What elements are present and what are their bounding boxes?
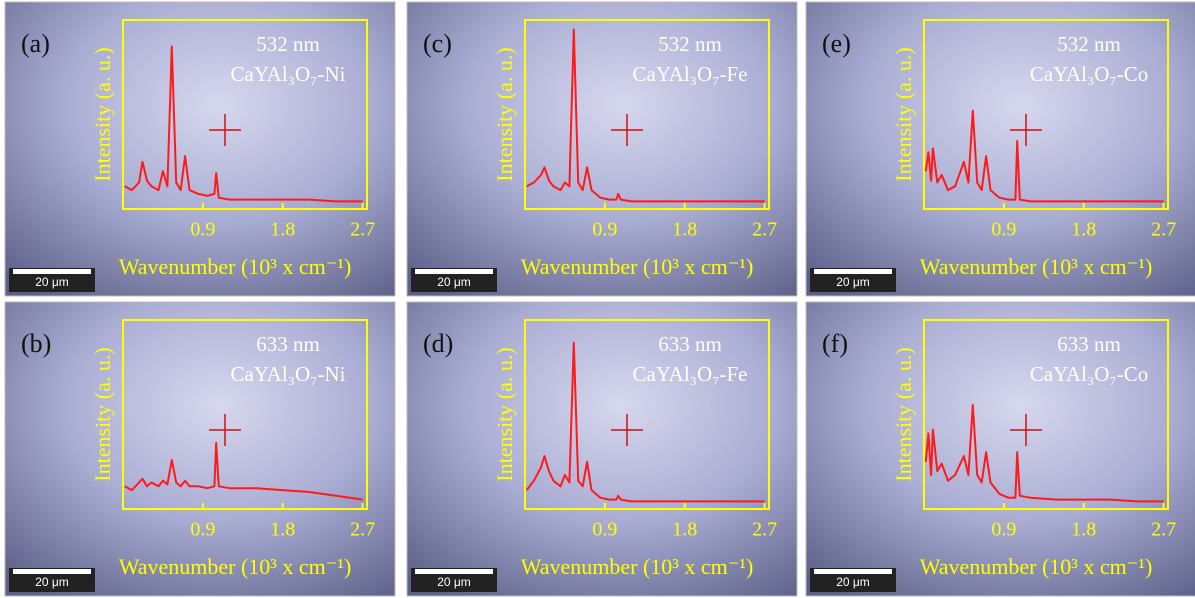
laser-wavelength: 633 nm [658,332,722,356]
x-tick-label: 1.8 [1071,219,1096,241]
scale-bar-label: 20 μm [836,275,870,289]
plot-frame [524,319,770,510]
laser-wavelength: 633 nm [1057,332,1121,356]
y-axis-label: Intensity (a. u.) [90,347,115,481]
x-axis-label: Wavenumber (10³ x cm⁻¹) [920,554,1153,579]
crosshair [611,114,643,146]
spectrum-line [526,341,765,503]
scale-bar-label: 20 μm [437,275,471,289]
plot-frame [524,19,770,210]
micrograph-background [406,1,798,297]
sample-name: CaYAl₃O₇-Ni [231,62,346,86]
x-axis-label: Wavenumber (10³ x cm⁻¹) [521,554,754,579]
laser-wavelength: 532 nm [658,32,722,56]
x-tick-label: 0.9 [991,519,1016,541]
crosshair [611,414,643,446]
x-tick-label: 2.7 [1151,219,1176,241]
panel: (b) 633 nm CaYAl₃O₇-Ni Intensity (a. u.) 0.9… [4,301,396,597]
panel: (d) 633 nm CaYAl₃O₇-Fe Intensity (a. u.) 0.9… [406,301,798,597]
sample-name: CaYAl₃O₇-Ni [231,362,346,386]
panel-label: (e) [822,29,851,58]
x-tick-label: 2.7 [1151,519,1176,541]
scale-bar-label: 20 μm [836,575,870,589]
crosshair [1010,114,1042,146]
x-tick-label: 0.9 [190,219,215,241]
x-tick-label: 1.8 [1071,519,1096,541]
panel: (f) 633 nm CaYAl₃O₇-Co Intensity (a. u.) 0.9… [805,301,1195,597]
panel-label: (b) [21,329,51,358]
spectrum-line [124,45,363,203]
x-tick-label: 1.8 [672,519,697,541]
plot-frame [923,319,1169,510]
scale-bar [13,269,91,274]
laser-wavelength: 532 nm [256,32,320,56]
x-tick-label: 0.9 [592,519,617,541]
sample-name: CaYAl₃O₇-Co [1030,362,1148,386]
x-axis-label: Wavenumber (10³ x cm⁻¹) [119,254,352,279]
panel: (e) 532 nm CaYAl₃O₇-Co Intensity (a. u.) 0.9… [805,1,1195,297]
sample-name: CaYAl₃O₇-Fe [633,62,748,86]
scale-bar-label: 20 μm [35,275,69,289]
crosshair [209,114,241,146]
micrograph-background [805,1,1195,297]
sample-name: CaYAl₃O₇-Co [1030,62,1148,86]
micrograph-background [4,1,396,297]
x-tick-label: 1.8 [270,519,295,541]
spectrum-line [924,404,1164,503]
sample-name: CaYAl₃O₇-Fe [633,362,748,386]
x-tick-label: 2.7 [752,519,777,541]
crosshair [1010,414,1042,446]
scale-bar [814,569,892,574]
panel: (a) 532 nm CaYAl₃O₇-Ni Intensity (a. u.) 0.9… [4,1,396,297]
x-tick-label: 1.8 [672,219,697,241]
micrograph-background [805,301,1195,597]
y-axis-label: Intensity (a. u.) [492,347,517,481]
x-tick-label: 0.9 [991,219,1016,241]
x-axis-label: Wavenumber (10³ x cm⁻¹) [920,254,1153,279]
x-tick-label: 0.9 [592,219,617,241]
panel-label: (c) [423,29,452,58]
laser-wavelength: 532 nm [1057,32,1121,56]
scale-bar [415,269,493,274]
plot-frame [122,319,368,510]
x-tick-label: 2.7 [350,519,375,541]
panel-label: (f) [822,329,848,358]
x-tick-label: 1.8 [270,219,295,241]
laser-wavelength: 633 nm [256,332,320,356]
x-tick-label: 0.9 [190,519,215,541]
x-axis-label: Wavenumber (10³ x cm⁻¹) [119,554,352,579]
x-tick-label: 2.7 [752,219,777,241]
x-axis-label: Wavenumber (10³ x cm⁻¹) [521,254,754,279]
micrograph-background [4,301,396,597]
spectrum-line [124,441,363,501]
scale-bar [13,569,91,574]
spectrum-line [526,28,765,203]
spectrum-line [924,109,1164,203]
panel-label: (a) [21,29,50,58]
scale-bar-label: 20 μm [437,575,471,589]
x-tick-label: 2.7 [350,219,375,241]
panel-label: (d) [423,329,453,358]
plot-frame [122,19,368,210]
scale-bar [814,269,892,274]
panel: (c) 532 nm CaYAl₃O₇-Fe Intensity (a. u.) 0.9… [406,1,798,297]
crosshair [209,414,241,446]
y-axis-label: Intensity (a. u.) [90,47,115,181]
scale-bar [415,569,493,574]
plot-frame [923,19,1169,210]
scale-bar-label: 20 μm [35,575,69,589]
micrograph-background [406,301,798,597]
y-axis-label: Intensity (a. u.) [891,47,916,181]
y-axis-label: Intensity (a. u.) [492,47,517,181]
y-axis-label: Intensity (a. u.) [891,347,916,481]
